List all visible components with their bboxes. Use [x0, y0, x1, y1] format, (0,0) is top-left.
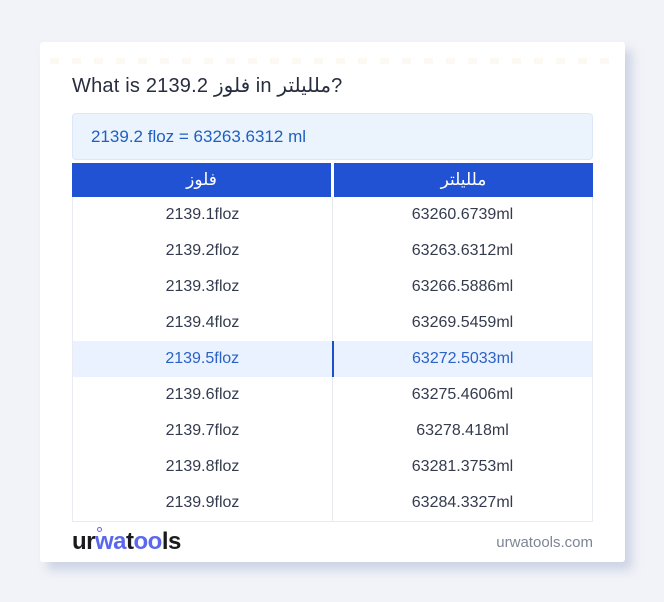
- ml-cell: 63266.5886ml: [411, 278, 514, 295]
- page-title: What is 2139.2 فلوز in ملليلتر?: [72, 75, 343, 97]
- ml-cell: 63278.418ml: [416, 422, 509, 439]
- table-row[interactable]: 2139.1floz 63260.6739ml: [73, 197, 592, 233]
- table-row[interactable]: 2139.8floz 63281.3753ml: [73, 449, 592, 485]
- logo-text-blue: oo: [133, 528, 163, 555]
- urwatools-logo[interactable]: urwatools: [72, 527, 182, 556]
- ml-cell: 63263.6312ml: [411, 242, 514, 259]
- table-row[interactable]: 2139.2floz 63263.6312ml: [73, 233, 592, 269]
- ml-cell: 63284.3327ml: [411, 494, 514, 511]
- ml-cell: 63272.5033ml: [412, 350, 514, 367]
- floz-cell: 2139.9floz: [73, 485, 333, 521]
- result-text: 2139.2 floz = 63263.6312 ml: [91, 126, 307, 146]
- ml-cell: 63275.4606ml: [411, 386, 514, 403]
- footer: urwatools urwatools.com: [72, 522, 593, 562]
- table-body: 2139.1floz 63260.6739ml 2139.2floz 63263.63…: [73, 197, 592, 521]
- table-row[interactable]: 2139.3floz 63266.5886ml: [73, 269, 592, 305]
- floz-cell: 2139.7floz: [73, 413, 333, 449]
- conversion-card: What is 2139.2 فلوز in ملليلتر? 2139.2 f…: [40, 42, 625, 562]
- floz-cell: 2139.1floz: [73, 197, 333, 233]
- logo-text-dark: t: [126, 528, 134, 555]
- ml-cell: 63281.3753ml: [411, 458, 514, 475]
- floz-cell: 2139.6floz: [73, 377, 333, 413]
- floz-cell: 2139.8floz: [73, 449, 333, 485]
- floz-cell: 2139.2floz: [73, 233, 333, 269]
- logo-text-dark: ur: [72, 528, 96, 555]
- table-row[interactable]: 2139.5floz 63272.5033ml: [73, 341, 592, 377]
- ml-cell: 63260.6739ml: [411, 206, 514, 223]
- table-row[interactable]: 2139.9floz 63284.3327ml: [73, 485, 592, 521]
- table-row[interactable]: 2139.6floz 63275.4606ml: [73, 377, 592, 413]
- table-header-row: فلوز ملليلتر: [72, 163, 593, 197]
- site-domain[interactable]: urwatools.com: [496, 533, 593, 551]
- floz-cell: 2139.3floz: [73, 269, 333, 305]
- floz-cell: 2139.5floz: [73, 341, 334, 377]
- table-header-ml: ملليلتر: [334, 163, 593, 197]
- watermark-dashes: [50, 58, 615, 64]
- logo-text-blue: wa: [95, 528, 127, 555]
- logo-text-dark: ls: [161, 528, 182, 555]
- ml-cell: 63269.5459ml: [411, 314, 514, 331]
- table-row[interactable]: 2139.7floz 63278.418ml: [73, 413, 592, 449]
- table-row[interactable]: 2139.4floz 63269.5459ml: [73, 305, 592, 341]
- result-box: 2139.2 floz = 63263.6312 ml: [72, 113, 593, 160]
- logo-ring-icon: [97, 527, 102, 532]
- conversion-table: فلوز ملليلتر 2139.1floz 63260.6739ml 2139.…: [72, 163, 593, 522]
- table-header-floz: فلوز: [72, 163, 334, 197]
- floz-cell: 2139.4floz: [73, 305, 333, 341]
